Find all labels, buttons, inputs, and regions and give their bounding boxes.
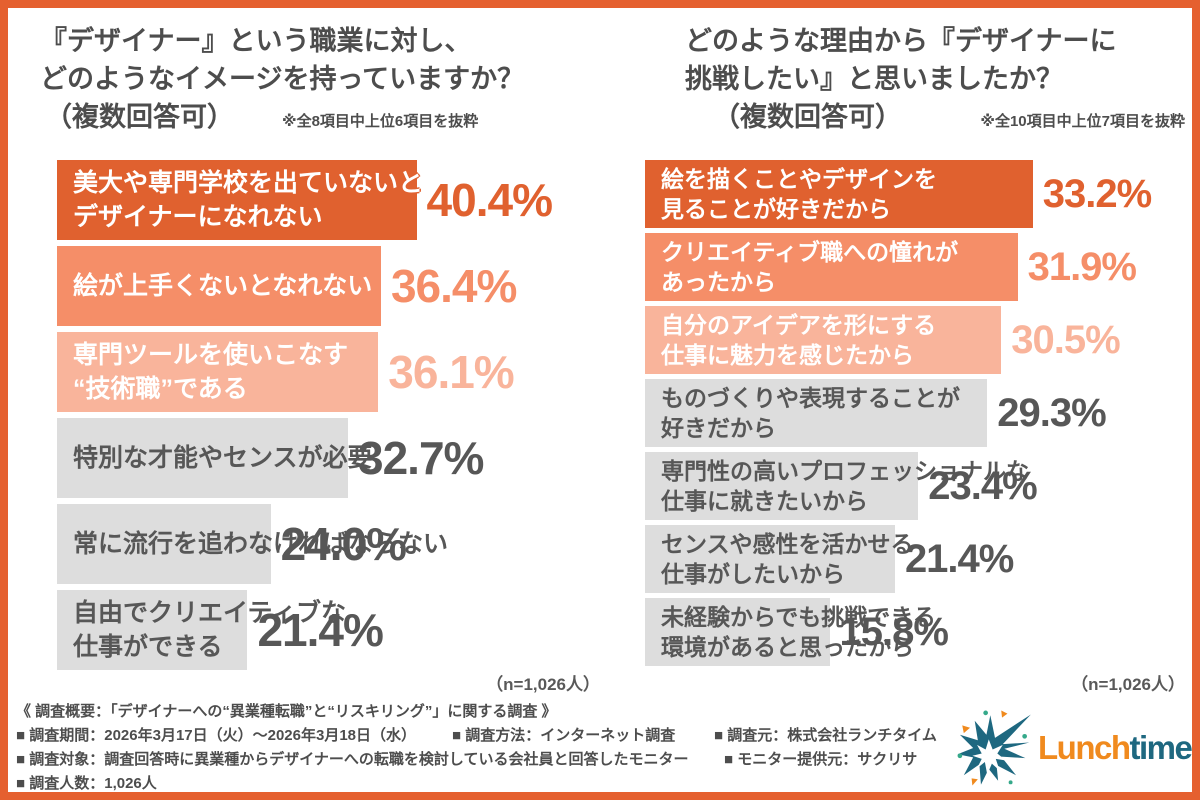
bar-row: 自分のアイデアを形にする 仕事に魅力を感じたから 30.5% xyxy=(645,306,1151,374)
title-line: （複数回答可） xyxy=(45,102,234,132)
footer-left-column: 《 調査概要：「デザイナーへの“異業種転職”と“リスキリング”」に関する調査 》… xyxy=(16,700,704,796)
title-line: 挑戦したい』と思いましたか？ xyxy=(685,64,1063,94)
bar-row: 絵を描くことやデザインを 見ることが好きだから 33.2% xyxy=(645,160,1152,228)
bar: 自分のアイデアを形にする 仕事に魅力を感じたから xyxy=(645,306,1002,374)
bar-value-label: 40.4% xyxy=(426,174,553,226)
chart-challenge-reasons: どのような理由から『デザイナーに 挑戦したい』と思いましたか？ （複数回答可） … xyxy=(645,22,1185,694)
bar: 絵を描くことやデザインを 見ることが好きだから xyxy=(645,160,1033,228)
sample-size-label-right: （n=1,026人） xyxy=(1071,675,1185,694)
bar-value-label: 24.0% xyxy=(280,518,407,570)
title-line: どのようなイメージを持っていますか？ xyxy=(40,64,525,94)
bar-label-line: 専門性の高いプロフェッショナルな xyxy=(661,458,1029,484)
bar-value-label: 21.4% xyxy=(904,536,1014,581)
bar-label-line: センスや感性を活かせる xyxy=(661,531,914,557)
bar-label-line: あったから xyxy=(661,269,776,295)
survey-monitor-provider: ■ モニター提供元：サクリサ xyxy=(724,751,918,768)
title-line: 『デザイナー』という職業に対し、 xyxy=(40,26,472,56)
chart-title-left: 『デザイナー』という職業に対し、 どのようなイメージを持っていますか？ （複数回… xyxy=(40,22,600,136)
bar-list-right: 絵を描くことやデザインを 見ることが好きだから 33.2% クリエイティブ職への憧れが… xyxy=(645,160,1152,671)
bar-row: センスや感性を活かせる 仕事がしたいから 21.4% xyxy=(645,525,1151,593)
survey-count: ■ 調査人数：1,026人 xyxy=(16,775,157,792)
title-line: （複数回答可） xyxy=(713,102,902,132)
survey-period: ■ 調査期間：2026年3月17日（火）～2026年3月18日（水） xyxy=(16,727,417,744)
bar: 専門ツールを使いこなす “技術職”である xyxy=(57,332,379,412)
bar-value-label: 36.1% xyxy=(388,346,514,398)
bar-row: 専門ツールを使いこなす “技術職”である 36.1% xyxy=(57,332,552,412)
bar-value-label: 32.7% xyxy=(358,432,484,484)
survey-overview-heading: 《 調査概要：「デザイナーへの“異業種転職”と“リスキリング”」に関する調査 》 xyxy=(16,703,557,720)
bar: 美大や専門学校を出ていないと デザイナーになれない xyxy=(57,160,424,240)
bar-row: 未経験からでも挑戦できる 環境があると思ったから 15.8% xyxy=(645,598,1151,666)
survey-target: ■ 調査対象：調査回答時に異業種からデザイナーへの転職を検討している会社員と回答… xyxy=(16,751,689,768)
bar-label-line: 見ることが好きだから xyxy=(661,196,891,222)
bar-value-label: 15.8% xyxy=(839,609,949,654)
title-line: どのような理由から『デザイナーに xyxy=(685,26,1117,56)
bar-label-line: “技術職”である xyxy=(73,375,248,403)
bar-label-line: 未経験からでも挑戦できる xyxy=(661,604,936,630)
bar-value-label: 31.9% xyxy=(1027,244,1137,289)
bar-label-line: 仕事がしたいから xyxy=(661,561,845,587)
bar-label-line: 絵を描くことやデザインを xyxy=(661,166,937,192)
chart-note-right: ※全10項目中上位7項目を抜粋 xyxy=(980,113,1185,130)
survey-source: ■ 調査元：株式会社ランチタイム xyxy=(714,727,937,744)
bar-label-line: 好きだから xyxy=(661,415,776,441)
bar-row: 絵が上手くないとなれない 36.4% xyxy=(57,246,552,326)
chart-title-right: どのような理由から『デザイナーに 挑戦したい』と思いましたか？ （複数回答可） … xyxy=(645,22,1185,136)
bar: 自由でクリエイティブな 仕事ができる xyxy=(57,590,347,670)
logo-wordmark: Lunchtime xyxy=(1038,729,1193,767)
bar-row: 自由でクリエイティブな 仕事ができる 21.4% xyxy=(57,590,552,670)
bar-label-line: 仕事に就きたいから xyxy=(661,488,868,514)
bar-label-line: 専門ツールを使いこなす xyxy=(73,341,349,369)
bar: 専門性の高いプロフェッショナルな 仕事に就きたいから xyxy=(645,452,1029,520)
bar-label-line: クリエイティブ職への憧れが xyxy=(661,239,959,265)
logo-word-time: time xyxy=(1129,729,1192,766)
bar: 常に流行を追わなければならない xyxy=(57,504,449,584)
bar-label-line: 美大や専門学校を出ていないと xyxy=(73,169,424,197)
bar-label-line: 特別な才能やセンスが必要 xyxy=(73,444,373,472)
bar-label-line: デザイナーになれない xyxy=(73,203,323,231)
bar-label-line: 自分のアイデアを形にする xyxy=(661,312,937,338)
bar-row: クリエイティブ職への憧れが あったから 31.9% xyxy=(645,233,1151,301)
bar-value-label: 30.5% xyxy=(1011,317,1120,362)
bar-list-left: 美大や専門学校を出ていないと デザイナーになれない 40.4% 絵が上手くないとなれな… xyxy=(57,160,553,676)
bar-label-line: 仕事ができる xyxy=(73,633,223,661)
bar-value-label: 23.4% xyxy=(928,463,1037,508)
bar: クリエイティブ職への憧れが あったから xyxy=(645,233,1018,301)
starburst-icon xyxy=(957,710,1031,786)
bar-label-line: 絵が上手くないとなれない xyxy=(73,272,373,300)
bar: 特別な才能やセンスが必要 xyxy=(57,418,373,498)
bar: 絵が上手くないとなれない xyxy=(57,246,381,326)
bar-row: 常に流行を追わなければならない 24.0% xyxy=(57,504,552,584)
bar-label-line: 常に流行を追わなければならない xyxy=(73,530,449,558)
bar-value-label: 29.3% xyxy=(997,390,1106,435)
bar-row: 専門性の高いプロフェッショナルな 仕事に就きたいから 23.4% xyxy=(645,452,1151,520)
bar-row: 特別な才能やセンスが必要 32.7% xyxy=(57,418,552,498)
chart-designer-image: 『デザイナー』という職業に対し、 どのようなイメージを持っていますか？ （複数回… xyxy=(40,22,600,694)
bar-row: 美大や専門学校を出ていないと デザイナーになれない 40.4% xyxy=(57,160,553,240)
bar: ものづくりや表現することが 好きだから xyxy=(645,379,988,447)
survey-method: ■ 調査方法：インターネット調査 xyxy=(452,727,676,744)
bar-label-line: 仕事に魅力を感じたから xyxy=(661,342,914,368)
bar-value-label: 36.4% xyxy=(390,260,517,312)
chart-note-left: ※全8項目中上位6項目を抜粋 xyxy=(282,113,479,130)
bar-value-label: 21.4% xyxy=(257,604,383,656)
survey-overview-footer: 《 調査概要：「デザイナーへの“異業種転職”と“リスキリング”」に関する調査 》… xyxy=(16,700,1193,796)
lunchtime-logo: Lunchtime xyxy=(956,700,1193,796)
footer-mid-column: ■ 調査元：株式会社ランチタイム ■ モニター提供元：サクリサ xyxy=(704,700,956,796)
bar-label-line: 自由でクリエイティブな xyxy=(73,599,347,627)
bar: センスや感性を活かせる 仕事がしたいから xyxy=(645,525,914,593)
sample-size-label-left: （n=1,026人） xyxy=(486,675,600,694)
logo-word-lunch: Lunch xyxy=(1038,729,1131,766)
bar-label-line: 環境があると思ったから xyxy=(661,634,914,660)
bar-label-line: ものづくりや表現することが xyxy=(661,385,960,411)
bar-value-label: 33.2% xyxy=(1042,171,1152,216)
bar-row: ものづくりや表現することが 好きだから 29.3% xyxy=(645,379,1151,447)
bar: 未経験からでも挑戦できる 環境があると思ったから xyxy=(645,598,936,666)
